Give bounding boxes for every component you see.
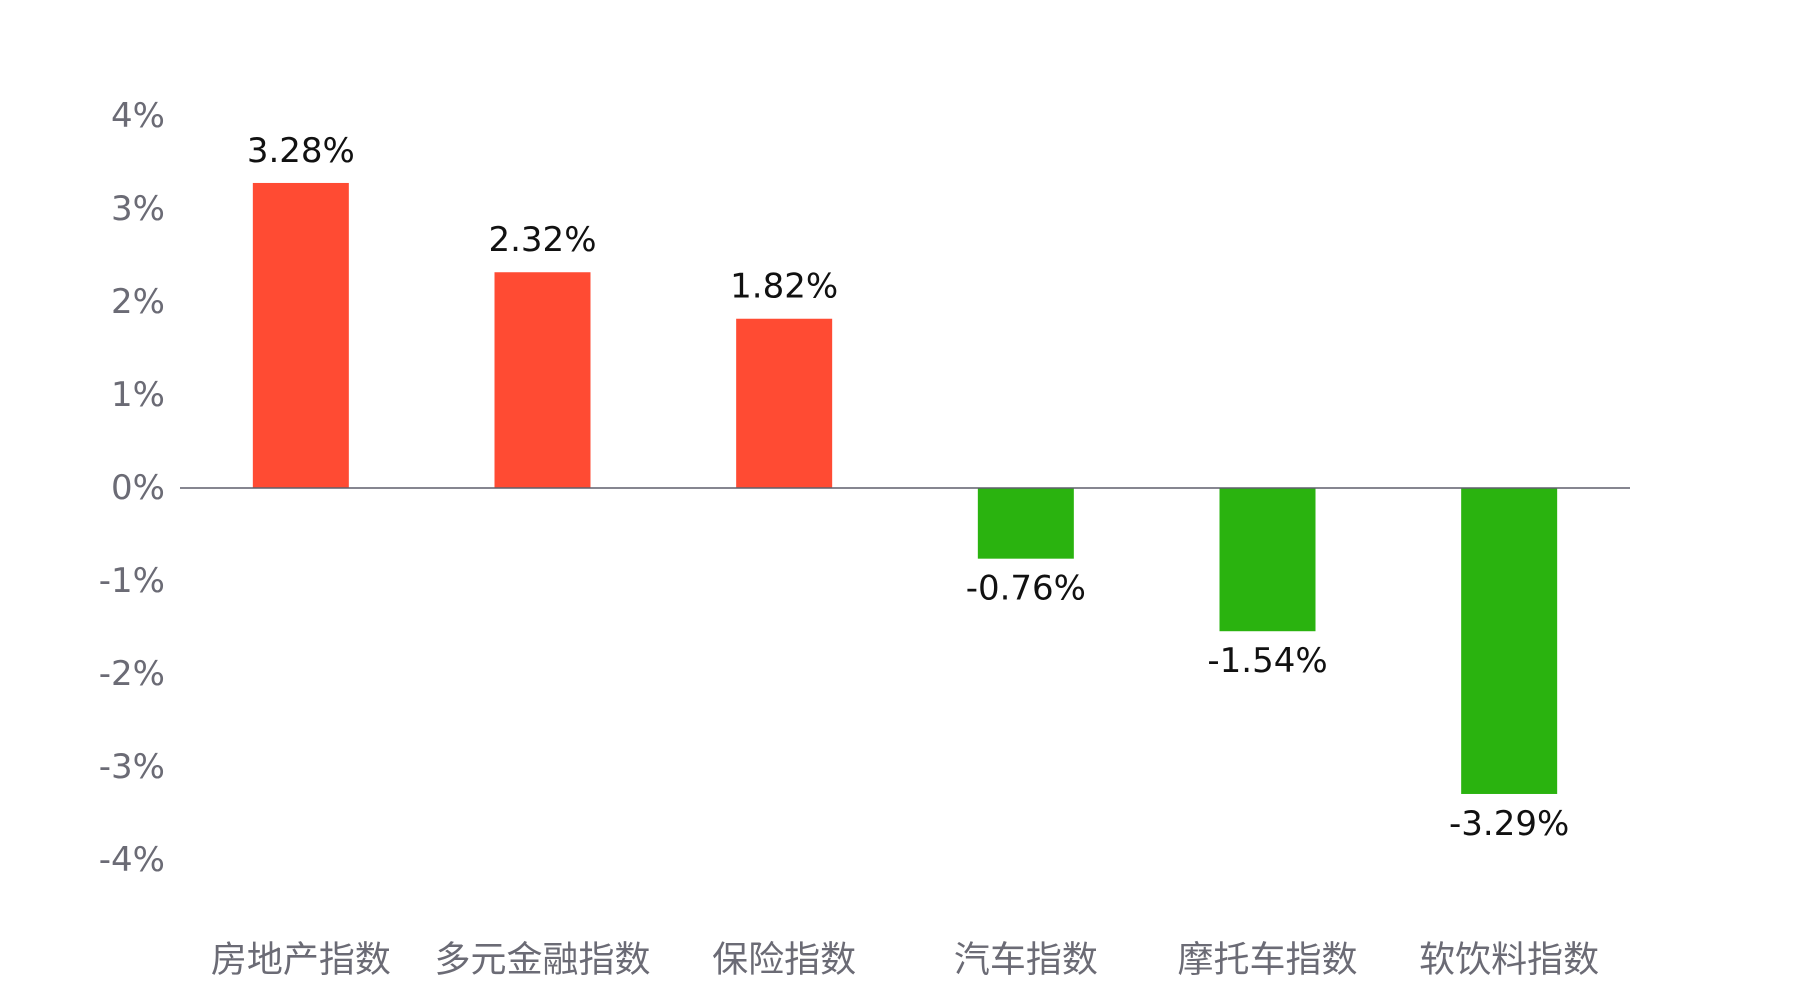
y-tick-label: -3% (99, 747, 165, 787)
data-labels: 3.28% 2.32% 1.82% -0.76% -1.54% -3.29% (247, 131, 1569, 844)
bar (736, 318, 833, 488)
category-label: 汽车指数 (954, 940, 1098, 981)
y-tick-label: 4% (111, 96, 165, 136)
y-tick-label: -4% (99, 840, 165, 880)
x-axis-category-labels: 房地产指数 多元金融指数 保险指数 汽车指数 摩托车指数 软饮料指数 (211, 940, 1599, 981)
data-label: -1.54% (1207, 641, 1327, 681)
data-label: 1.82% (730, 267, 838, 307)
data-label: -3.29% (1449, 804, 1569, 844)
y-tick-label: -2% (99, 654, 165, 694)
y-tick-label: 2% (111, 282, 165, 322)
bar (1219, 488, 1316, 632)
bar (494, 272, 591, 488)
bar (252, 182, 349, 488)
bar (1461, 488, 1558, 794)
data-label: -0.76% (966, 569, 1086, 609)
category-label: 房地产指数 (211, 940, 391, 981)
y-axis-ticks: 4% 3% 2% 1% 0% -1% -2% -3% -4% (99, 96, 165, 880)
data-label: 3.28% (247, 131, 355, 171)
bar (977, 488, 1074, 559)
y-tick-label: 3% (111, 189, 165, 229)
y-tick-label: -1% (99, 561, 165, 601)
category-label: 软饮料指数 (1419, 940, 1599, 981)
category-label: 多元金融指数 (434, 940, 650, 981)
category-label: 保险指数 (712, 940, 856, 981)
category-label: 摩托车指数 (1177, 940, 1357, 981)
y-tick-label: 0% (111, 468, 165, 508)
data-label: 2.32% (488, 220, 596, 260)
y-tick-label: 1% (111, 375, 165, 415)
bar-series (252, 182, 1558, 794)
